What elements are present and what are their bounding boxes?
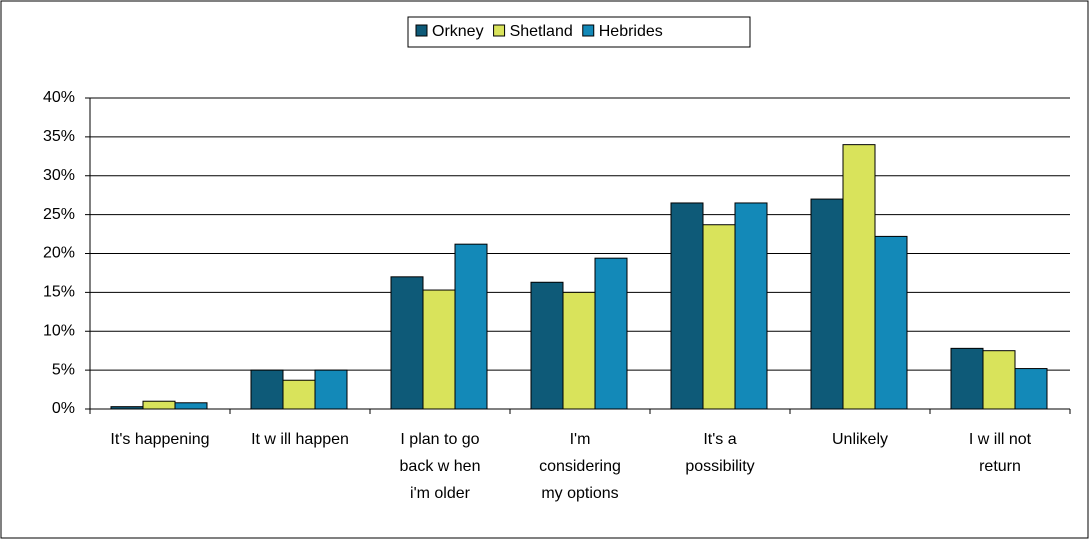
y-tick-label: 5% bbox=[52, 361, 75, 378]
bar bbox=[734, 202, 768, 410]
x-tick-label: I plan to go bbox=[400, 431, 479, 448]
legend-label: Hebrides bbox=[599, 23, 663, 40]
bar bbox=[314, 369, 348, 410]
bar bbox=[950, 347, 984, 410]
legend-swatch bbox=[415, 24, 428, 37]
y-tick-label: 0% bbox=[52, 400, 75, 417]
y-tick-label: 20% bbox=[43, 245, 75, 262]
y-tick-label: 25% bbox=[43, 206, 75, 223]
bar bbox=[982, 350, 1016, 410]
bar bbox=[250, 369, 284, 410]
bar bbox=[594, 257, 628, 410]
bar bbox=[390, 276, 424, 410]
bar bbox=[810, 198, 844, 410]
x-tick-label: It w ill happen bbox=[251, 431, 349, 448]
bar bbox=[562, 291, 596, 410]
x-tick-label: considering bbox=[539, 458, 621, 475]
bar bbox=[670, 202, 704, 410]
x-tick-label: I w ill not bbox=[969, 431, 1032, 448]
y-tick-label: 10% bbox=[43, 322, 75, 339]
x-tick-label: possibility bbox=[685, 458, 754, 475]
x-tick-label: i'm older bbox=[410, 485, 471, 502]
x-tick-label: Unlikely bbox=[832, 431, 888, 448]
x-tick-label: It's happening bbox=[110, 431, 209, 448]
legend-swatch bbox=[493, 24, 506, 37]
legend-box bbox=[407, 16, 751, 48]
bar bbox=[174, 402, 208, 410]
y-tick-label: 35% bbox=[43, 128, 75, 145]
x-tick-label: It's a bbox=[703, 431, 736, 448]
legend: Orkney Shetland Hebrides bbox=[407, 16, 751, 48]
legend-label: Orkney bbox=[432, 23, 484, 40]
x-tick-label: I'm bbox=[570, 431, 591, 448]
bar bbox=[702, 224, 736, 410]
bar bbox=[454, 243, 488, 410]
bar bbox=[282, 379, 316, 410]
bar bbox=[842, 144, 876, 410]
bar bbox=[874, 235, 908, 410]
x-tick-label: return bbox=[979, 458, 1021, 475]
bar bbox=[142, 400, 176, 410]
x-tick-label: back w hen bbox=[400, 458, 481, 475]
bar bbox=[1014, 368, 1048, 410]
y-tick-label: 15% bbox=[43, 284, 75, 301]
bar bbox=[422, 289, 456, 410]
x-tick-label: my options bbox=[541, 485, 618, 502]
y-tick-label: 40% bbox=[43, 89, 75, 106]
y-tick-label: 30% bbox=[43, 167, 75, 184]
legend-label: Shetland bbox=[510, 23, 573, 40]
legend-swatch bbox=[582, 24, 595, 37]
bar bbox=[530, 281, 564, 410]
